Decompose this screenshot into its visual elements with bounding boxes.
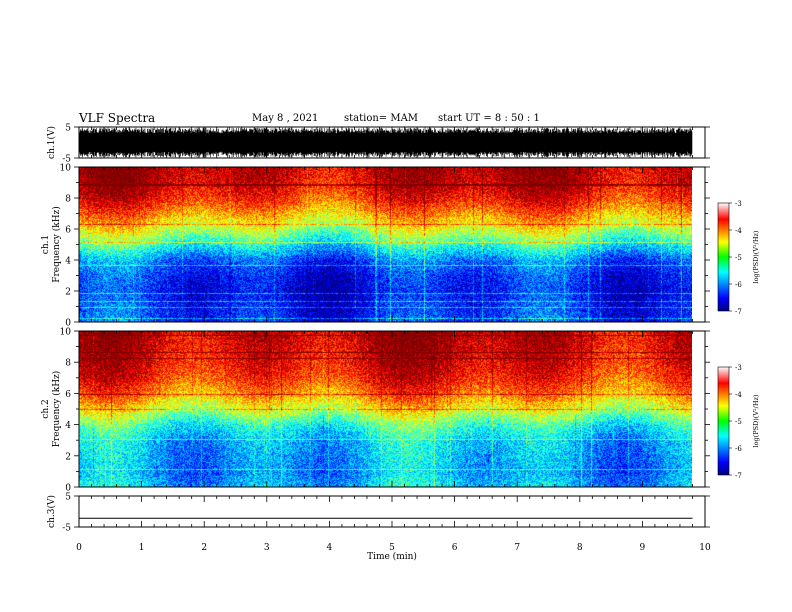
colorbar-tick-label: -3 <box>735 200 742 208</box>
ch2-spectrogram-image <box>79 331 692 487</box>
colorbar-tick-label: -6 <box>735 445 742 453</box>
x-tick-label: 3 <box>264 543 270 553</box>
ch2-spectrogram-panel <box>79 331 692 487</box>
ch2-spectrogram-ylabel: ch.2 Frequency (kHz) <box>41 371 62 448</box>
ch1-waveform-panel <box>78 127 693 158</box>
x-tick-label: 7 <box>514 543 520 553</box>
colorbar-tick-label: -5 <box>735 418 742 426</box>
ch3-ylabel: ch.3(V) <box>46 495 57 528</box>
colorbars: -3 -4 -5 -6 -7 log(PSD)(V²/Hz) -3 -4 -5 -6 -7 log(P… <box>717 200 760 480</box>
y-tick-label: 4 <box>65 421 71 431</box>
ch1-spectrogram-image <box>79 167 692 322</box>
y-tick-label: 2 <box>65 288 71 298</box>
ch1-colorbar-label-text: log(PSD)(V²/Hz) <box>752 230 760 283</box>
colorbar-tick-label: -4 <box>735 227 742 235</box>
y-tick-label: -5 <box>62 524 71 534</box>
ch1-waveform-trace <box>78 127 693 158</box>
x-axis-title: Time (min) <box>367 551 417 562</box>
ch1-ylabel-line: ch.1(V) <box>46 126 57 159</box>
y-tick-label: 0 <box>65 319 71 329</box>
ch3-ylabel-line: ch.3(V) <box>46 495 57 528</box>
ch2-spectrogram-ylabel-line: ch.2 <box>41 399 51 418</box>
y-tick-label: 0 <box>65 484 71 494</box>
y-tick-label: 2 <box>65 452 71 462</box>
y-tick-label: 5 <box>65 493 71 503</box>
figure-title: VLF Spectra <box>79 111 156 125</box>
x-tick-label: 5 <box>389 543 395 553</box>
colorbar-tick-label: -7 <box>735 472 742 480</box>
y-tick-label: 4 <box>65 257 71 267</box>
x-tick-label: 10 <box>699 543 711 553</box>
ch1-spectrogram-ylabel: ch.1 Frequency (kHz) <box>41 206 62 283</box>
y-tick-label: 8 <box>65 359 71 369</box>
y-tick-label: 5 <box>65 124 71 134</box>
ch2-spectrogram-ylabel-line: Frequency (kHz) <box>51 371 62 448</box>
ch1-ylabel: ch.1(V) <box>46 126 57 159</box>
x-tick-label: 0 <box>76 543 82 553</box>
x-tick-label: 1 <box>139 543 145 553</box>
y-tick-label: 8 <box>65 195 71 205</box>
x-tick-label: 6 <box>452 543 458 553</box>
y-tick-label: -5 <box>62 155 71 165</box>
colorbar-tick-label: -4 <box>735 391 742 399</box>
y-tick-label: 10 <box>60 328 72 338</box>
ch1-spectrogram-ylabel-line: ch.1 <box>41 235 51 254</box>
colorbar-tick-label: -5 <box>735 254 742 262</box>
ch2-colorbar <box>717 366 730 476</box>
ch1-colorbar-label: log(PSD)(V²/Hz) <box>752 230 760 283</box>
x-tick-label: 2 <box>201 543 207 553</box>
colorbar-tick-label: -6 <box>735 281 742 289</box>
ch1-spectrogram-panel <box>79 167 692 322</box>
colorbar-tick-label: -7 <box>735 308 742 316</box>
y-tick-label: 10 <box>60 164 72 174</box>
date-label: May 8 , 2021 <box>252 113 319 124</box>
x-tick-label: 9 <box>640 543 646 553</box>
y-tick-label: 6 <box>65 226 71 236</box>
ch2-colorbar-label-text: log(PSD)(V²/Hz) <box>752 394 760 447</box>
colorbar-tick-label: -3 <box>735 364 742 372</box>
ch2-colorbar-label: log(PSD)(V²/Hz) <box>752 394 760 447</box>
start-time-label: start UT = 8 : 50 : 1 <box>438 113 540 124</box>
ch1-spectrogram-ylabel-line: Frequency (kHz) <box>51 206 62 283</box>
ch1-colorbar <box>717 202 730 312</box>
x-tick-label: 8 <box>577 543 583 553</box>
x-tick-label: 4 <box>327 543 333 553</box>
station-label: station= MAM <box>344 113 419 124</box>
y-tick-label: 6 <box>65 390 71 400</box>
